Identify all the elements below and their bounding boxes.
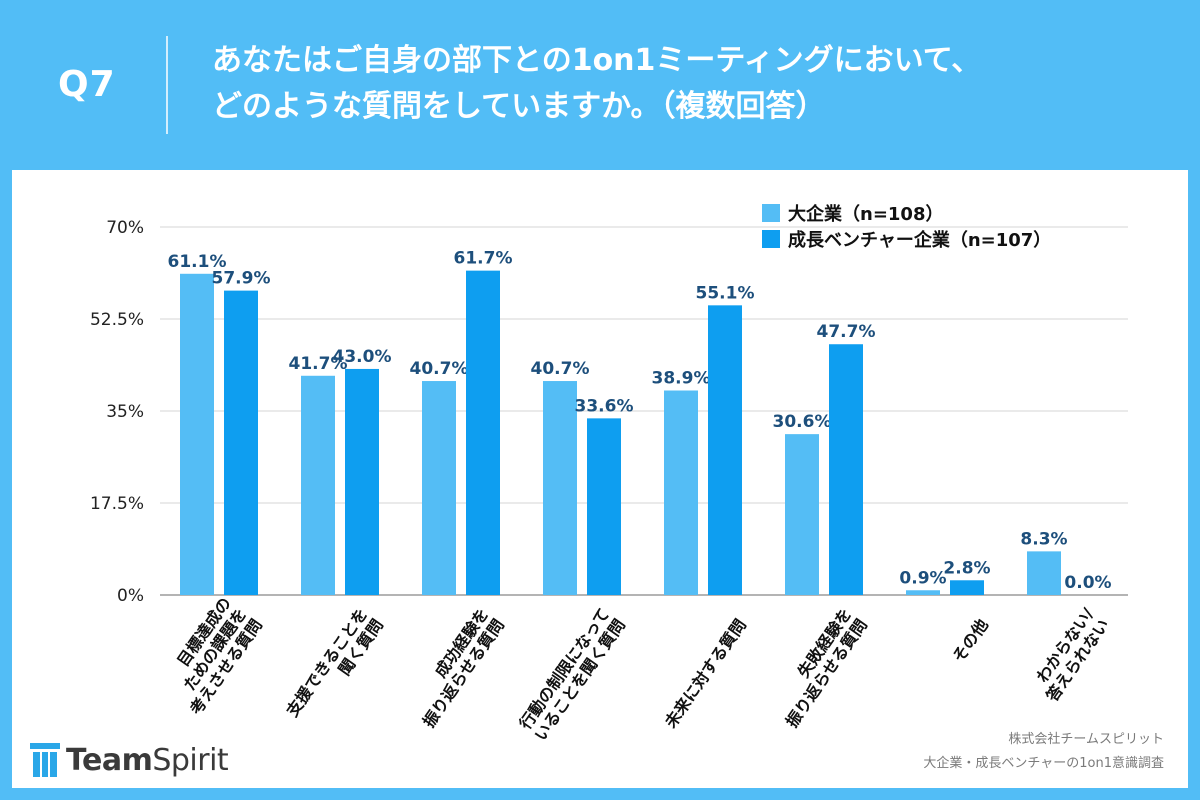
data-label: 61.7% xyxy=(454,249,513,269)
source-line-1: 株式会社チームスピリット xyxy=(1008,732,1164,747)
teamspirit-logo: TeamSpirit xyxy=(30,740,229,780)
y-tick-label: 35% xyxy=(106,402,144,422)
bar-growth-venture xyxy=(950,580,984,595)
bar-growth-venture xyxy=(466,270,500,595)
bar-large-company xyxy=(785,434,819,595)
header: Q7 あなたはご自身の部下との1on1ミーティングにおいて、 どのような質問をし… xyxy=(0,0,1200,170)
logo-text-team: Team xyxy=(66,742,153,778)
question-title: あなたはご自身の部下との1on1ミーティングにおいて、 どのような質問をしていま… xyxy=(212,38,1172,130)
bar-growth-venture xyxy=(224,290,258,595)
data-label: 0.9% xyxy=(899,568,946,588)
data-label: 41.7% xyxy=(289,354,348,374)
y-tick-label: 0% xyxy=(117,586,144,606)
source-credit: 株式会社チームスピリット 大企業・成長ベンチャーの1on1意識調査 xyxy=(923,728,1164,776)
bar-large-company xyxy=(1027,551,1061,595)
chart-panel: 0% 17.5% 35% 52.5% 70% 61.1% 57.9% 目標達成の ための課題を考… xyxy=(12,170,1188,788)
bar-large-company xyxy=(906,590,940,595)
header-divider xyxy=(166,36,168,134)
data-label: 40.7% xyxy=(531,359,590,379)
bar-growth-venture xyxy=(829,344,863,595)
legend-swatch xyxy=(762,204,780,222)
question-label: Q7 xyxy=(58,64,116,105)
legend-swatch xyxy=(762,230,780,248)
legend-label: 成長ベンチャー企業（n=107） xyxy=(788,229,1051,251)
bar-large-company xyxy=(180,273,214,595)
bar-large-company xyxy=(664,390,698,595)
bar-large-company xyxy=(543,381,577,595)
y-tick-label: 70% xyxy=(106,218,144,238)
data-label: 47.7% xyxy=(817,322,876,342)
category-label: 未来に対する質問 xyxy=(660,616,750,733)
data-label: 55.1% xyxy=(696,283,755,303)
bar-large-company xyxy=(301,375,335,595)
bar-growth-venture xyxy=(708,305,742,595)
legend-label: 大企業（n=108） xyxy=(788,203,943,225)
logo-text-spirit: Spirit xyxy=(152,742,229,778)
source-line-2: 大企業・成長ベンチャーの1on1意識調査 xyxy=(923,756,1164,771)
bar-growth-venture xyxy=(587,418,621,595)
y-tick-label: 52.5% xyxy=(90,310,144,330)
category-label-line: 未来に対する質問 xyxy=(660,616,750,733)
data-label: 40.7% xyxy=(410,359,469,379)
data-label: 2.8% xyxy=(943,558,990,578)
data-label: 30.6% xyxy=(773,412,832,432)
teamspirit-logo-icon xyxy=(30,743,60,777)
logo-wordmark: TeamSpirit xyxy=(66,742,229,778)
category-label-line: その他 xyxy=(949,616,992,666)
bar-growth-venture xyxy=(345,368,379,595)
data-label: 43.0% xyxy=(333,347,392,367)
data-label: 38.9% xyxy=(652,368,711,388)
question-title-line-1: あなたはご自身の部下との1on1ミーティングにおいて、 xyxy=(212,43,982,78)
category-label: その他 xyxy=(949,616,992,666)
bar-large-company xyxy=(422,381,456,595)
category-label: わからない/答えられない xyxy=(1033,605,1113,706)
data-label: 8.3% xyxy=(1020,529,1067,549)
data-label: 57.9% xyxy=(212,269,271,289)
bar-chart: 0% 17.5% 35% 52.5% 70% 61.1%57.9% 目標達成のための課題を考… xyxy=(90,203,1128,745)
data-label: 61.1% xyxy=(168,252,227,272)
y-tick-label: 17.5% xyxy=(90,494,144,514)
question-title-line-2: どのような質問をしていますか。（複数回答） xyxy=(212,89,826,124)
data-label: 0.0% xyxy=(1064,573,1111,593)
data-label: 33.6% xyxy=(575,396,634,416)
